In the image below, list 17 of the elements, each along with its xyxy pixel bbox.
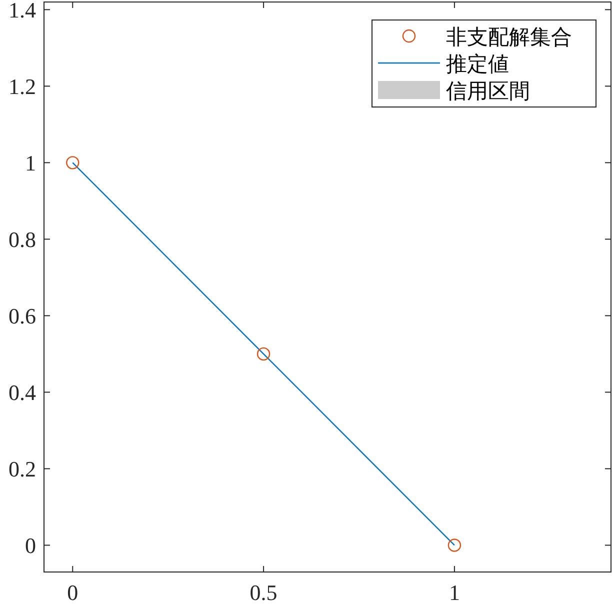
legend-label: 推定値	[446, 52, 509, 76]
y-tick-label: 0.6	[8, 304, 36, 329]
x-tick-label: 1	[448, 580, 460, 605]
y-tick-label: 1.4	[8, 0, 36, 23]
y-tick-label: 1	[25, 150, 36, 176]
point	[66, 156, 80, 170]
y-tick-label: 1.2	[8, 74, 36, 100]
y-tick-label: 0.2	[8, 456, 36, 482]
legend-label: 信用区間	[446, 79, 530, 103]
x-tick-label: 0.5	[250, 580, 278, 605]
y-tick-label: 0	[25, 533, 36, 558]
legend-label: 非支配解集合	[446, 25, 572, 49]
x-tick-label: 0	[67, 580, 78, 605]
y-tick-label: 0.4	[8, 380, 36, 406]
point	[256, 347, 270, 361]
y-tick-label: 0.8	[8, 227, 36, 252]
point	[448, 538, 462, 552]
